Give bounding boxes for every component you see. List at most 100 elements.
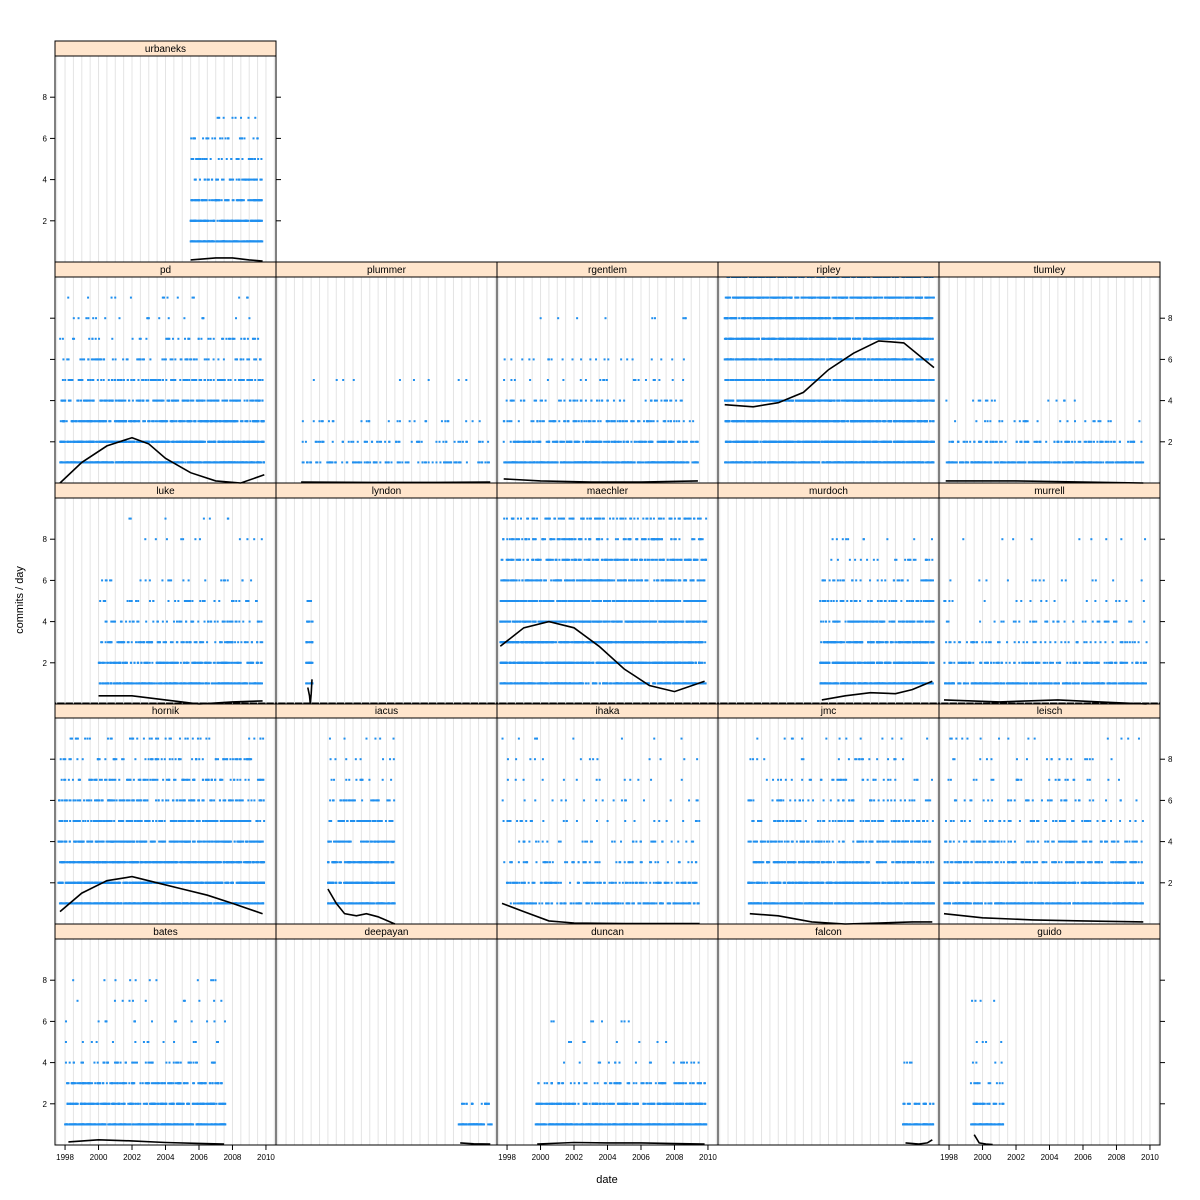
- data-point: [527, 902, 530, 905]
- data-point: [971, 999, 974, 1002]
- data-point: [163, 1102, 166, 1105]
- data-point: [78, 861, 81, 864]
- x-tick-label: 2010: [699, 1153, 717, 1162]
- data-point: [121, 758, 124, 761]
- data-point: [164, 881, 167, 884]
- data-point: [201, 1123, 204, 1126]
- data-point: [82, 902, 85, 905]
- data-point: [216, 881, 219, 884]
- data-point: [176, 799, 179, 802]
- data-point: [107, 799, 110, 802]
- data-point: [214, 979, 217, 982]
- data-point: [112, 1102, 115, 1105]
- data-point: [364, 820, 367, 822]
- data-point: [105, 820, 108, 822]
- data-point: [256, 778, 259, 781]
- data-point: [136, 1123, 139, 1126]
- data-point: [153, 1102, 156, 1105]
- data-point: [64, 840, 67, 843]
- data-point: [161, 1082, 164, 1085]
- data-point: [360, 840, 363, 843]
- data-point: [610, 1123, 613, 1126]
- data-point: [643, 1123, 646, 1126]
- data-point: [160, 881, 163, 884]
- data-point: [598, 1102, 601, 1105]
- data-point: [583, 1041, 586, 1043]
- data-point: [89, 1102, 92, 1105]
- data-point: [79, 902, 82, 905]
- data-point: [70, 881, 73, 884]
- data-point: [119, 820, 122, 822]
- data-point: [571, 1123, 574, 1126]
- data-point: [642, 1102, 645, 1105]
- data-point: [109, 1082, 112, 1085]
- data-point: [174, 778, 177, 781]
- data-point: [235, 820, 238, 822]
- data-point: [372, 799, 375, 802]
- data-point: [177, 881, 180, 884]
- data-point: [197, 1082, 200, 1085]
- data-point: [247, 881, 250, 884]
- data-point: [148, 1102, 151, 1105]
- data-point: [114, 1082, 117, 1085]
- data-point: [618, 881, 621, 884]
- data-point: [370, 840, 373, 843]
- data-point: [167, 1123, 170, 1126]
- data-point: [131, 1102, 134, 1105]
- data-point: [983, 1123, 986, 1126]
- data-point: [221, 1123, 224, 1126]
- data-point: [355, 881, 358, 884]
- data-point: [101, 840, 104, 843]
- data-point: [205, 861, 208, 864]
- data-point: [673, 1082, 676, 1085]
- data-point: [91, 1102, 94, 1105]
- data-point: [607, 1123, 610, 1126]
- data-point: [246, 820, 249, 822]
- data-point: [100, 799, 103, 802]
- data-point: [157, 799, 160, 802]
- data-point: [210, 820, 213, 822]
- data-point: [150, 840, 153, 843]
- data-point: [260, 902, 263, 905]
- data-point: [682, 1123, 685, 1126]
- data-point: [111, 840, 114, 843]
- data-point: [153, 840, 156, 843]
- data-point: [694, 881, 697, 884]
- data-point: [103, 1102, 106, 1105]
- data-point: [224, 820, 227, 822]
- data-point: [90, 1041, 93, 1043]
- data-point: [106, 840, 109, 843]
- data-point: [523, 902, 526, 905]
- data-point: [226, 902, 229, 905]
- data-point: [97, 820, 100, 822]
- data-point: [118, 1082, 121, 1085]
- data-point: [257, 861, 260, 864]
- data-point: [69, 820, 72, 822]
- data-point: [612, 881, 615, 884]
- data-point: [653, 1102, 656, 1105]
- data-point: [663, 1123, 666, 1126]
- data-point: [679, 1123, 682, 1126]
- data-point: [543, 1082, 546, 1085]
- data-point: [122, 881, 125, 884]
- data-point: [575, 902, 578, 905]
- data-point: [241, 840, 244, 843]
- data-point: [156, 861, 159, 864]
- data-point: [178, 737, 181, 740]
- data-point: [167, 881, 170, 884]
- data-point: [649, 1061, 652, 1064]
- data-point: [202, 820, 205, 822]
- data-point: [150, 881, 153, 884]
- data-point: [202, 799, 205, 802]
- data-point: [512, 902, 515, 905]
- data-point: [214, 820, 217, 822]
- data-point: [547, 902, 550, 905]
- data-point: [383, 881, 386, 884]
- data-point: [649, 881, 652, 884]
- data-point: [181, 820, 184, 822]
- data-point: [214, 758, 217, 761]
- data-point: [84, 737, 87, 740]
- data-point: [124, 881, 127, 884]
- data-point: [79, 861, 82, 864]
